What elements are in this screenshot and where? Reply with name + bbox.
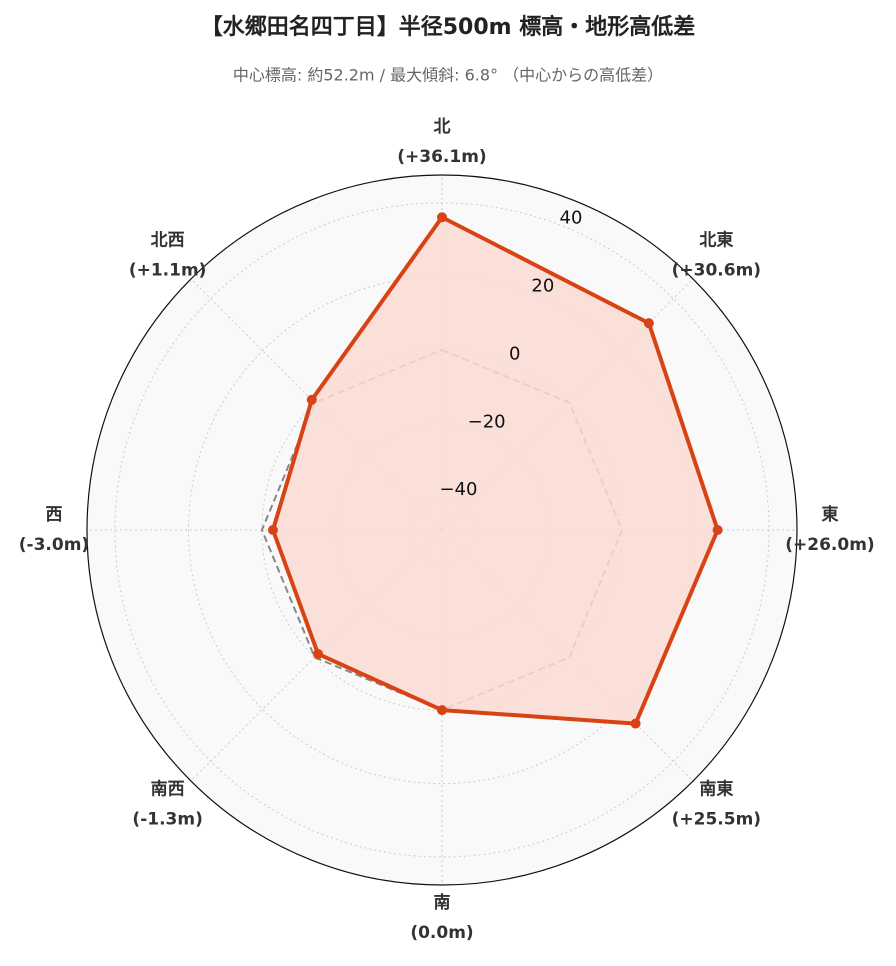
data-point <box>712 525 723 535</box>
data-point <box>630 718 641 729</box>
r-tick-label: −20 <box>468 411 506 432</box>
category-label: 北西 <box>151 231 185 251</box>
data-point <box>267 525 278 535</box>
category-label: 東 <box>822 504 839 525</box>
r-tick-label: 40 <box>560 208 583 229</box>
value-label: (+1.1m) <box>129 261 207 281</box>
category-label: 北 <box>434 117 451 137</box>
r-tick-label: 0 <box>509 343 520 364</box>
data-point <box>306 394 317 405</box>
chart-subtitle: 中心標高: 約52.2m / 最大傾斜: 6.8° （中心からの高低差） <box>233 66 663 85</box>
spoke <box>190 278 443 531</box>
category-label: 北東 <box>699 230 733 251</box>
data-point <box>437 705 447 716</box>
grid-circle <box>114 202 770 858</box>
value-label: (+30.6m) <box>672 261 761 281</box>
chart-title: 【水郷田名四丁目】半径500m 標高・地形高低差 <box>201 14 696 40</box>
spoke <box>190 529 443 782</box>
value-label: (-3.0m) <box>19 535 89 555</box>
value-label: (+25.5m) <box>672 809 761 829</box>
category-label: 南西 <box>151 778 185 799</box>
r-tick-label: −40 <box>439 479 477 500</box>
data-point <box>643 318 654 329</box>
value-label: (+36.1m) <box>397 147 486 167</box>
plot-border <box>86 174 798 886</box>
r-tick-label: 20 <box>531 275 554 296</box>
value-label: (+26.0m) <box>785 535 874 555</box>
data-point <box>313 648 324 659</box>
spoke <box>441 529 694 782</box>
value-label: (-1.3m) <box>132 809 202 829</box>
category-label: 南東 <box>699 778 733 799</box>
value-label: (0.0m) <box>410 923 473 943</box>
category-label: 西 <box>46 505 63 525</box>
data-point <box>437 212 447 223</box>
category-label: 南 <box>434 892 451 913</box>
